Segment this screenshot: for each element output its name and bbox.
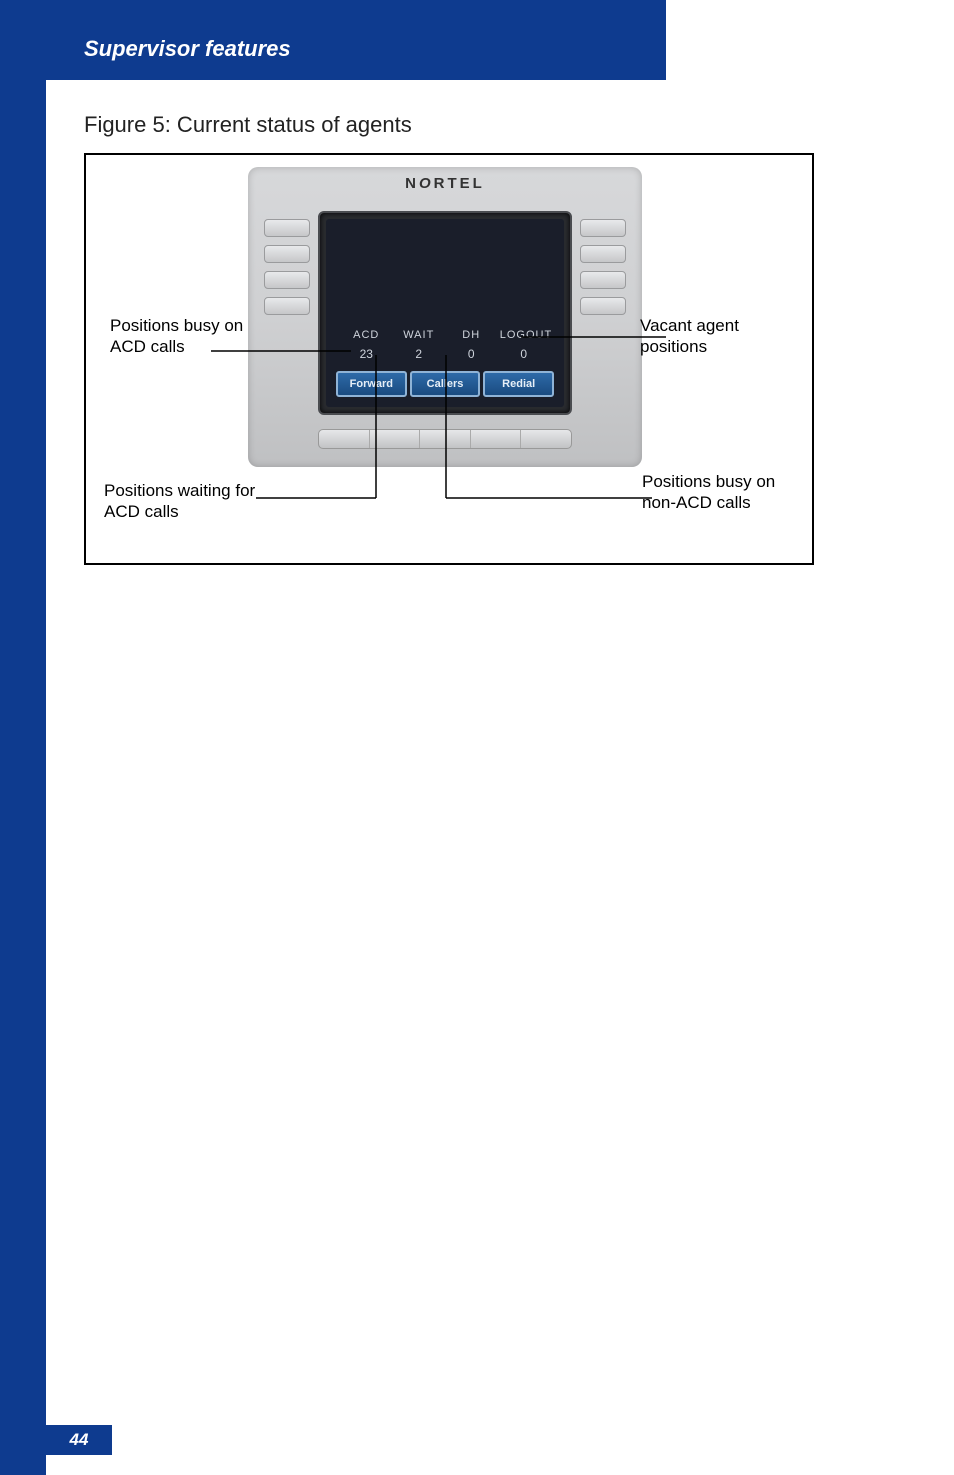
side-button-right-2[interactable] <box>580 245 626 263</box>
side-button-right-4[interactable] <box>580 297 626 315</box>
col-dh-label: DH <box>447 329 495 341</box>
page-number-value: 44 <box>70 1430 89 1450</box>
annotation-waiting: Positions waiting for ACD calls <box>104 480 264 523</box>
left-margin-bar <box>0 0 46 1475</box>
screen-bezel: ACD WAIT DH LOGOUT 23 2 0 0 Forward Call… <box>318 211 572 415</box>
annotation-non-acd: Positions busy on non-ACD calls <box>642 471 802 514</box>
annotation-acd-busy: Positions busy on ACD calls <box>110 315 260 358</box>
side-button-left-2[interactable] <box>264 245 310 263</box>
softkey-row: Forward Callers Redial <box>332 371 558 397</box>
phone-device: NORTEL ACD WAIT DH LOGOUT 23 2 0 0 <box>248 167 642 467</box>
section-header: Supervisor features <box>46 0 666 80</box>
col-wait-label: WAIT <box>395 329 443 341</box>
section-title: Supervisor features <box>84 36 291 62</box>
page-number: 44 <box>46 1425 112 1455</box>
side-button-right-1[interactable] <box>580 219 626 237</box>
lcd-screen: ACD WAIT DH LOGOUT 23 2 0 0 Forward Call… <box>326 219 564 407</box>
figure-box: NORTEL ACD WAIT DH LOGOUT 23 2 0 0 <box>84 153 814 565</box>
softkey-redial[interactable]: Redial <box>483 371 554 397</box>
status-values-row: 23 2 0 0 <box>326 347 564 361</box>
bottom-nav-buttons[interactable] <box>318 429 572 449</box>
figure-caption: Figure 5: Current status of agents <box>84 112 412 138</box>
val-acd: 23 <box>342 347 390 361</box>
brand-label: NORTEL <box>248 175 642 192</box>
softkey-callers[interactable]: Callers <box>410 371 481 397</box>
val-logout: 0 <box>500 347 548 361</box>
side-button-left-1[interactable] <box>264 219 310 237</box>
side-button-right-3[interactable] <box>580 271 626 289</box>
annotation-vacant: Vacant agent positions <box>640 315 790 358</box>
softkey-forward[interactable]: Forward <box>336 371 407 397</box>
status-labels-row: ACD WAIT DH LOGOUT <box>326 329 564 341</box>
side-button-left-3[interactable] <box>264 271 310 289</box>
side-button-left-4[interactable] <box>264 297 310 315</box>
col-logout-label: LOGOUT <box>500 329 548 341</box>
val-wait: 2 <box>395 347 443 361</box>
col-acd-label: ACD <box>342 329 390 341</box>
val-dh: 0 <box>447 347 495 361</box>
